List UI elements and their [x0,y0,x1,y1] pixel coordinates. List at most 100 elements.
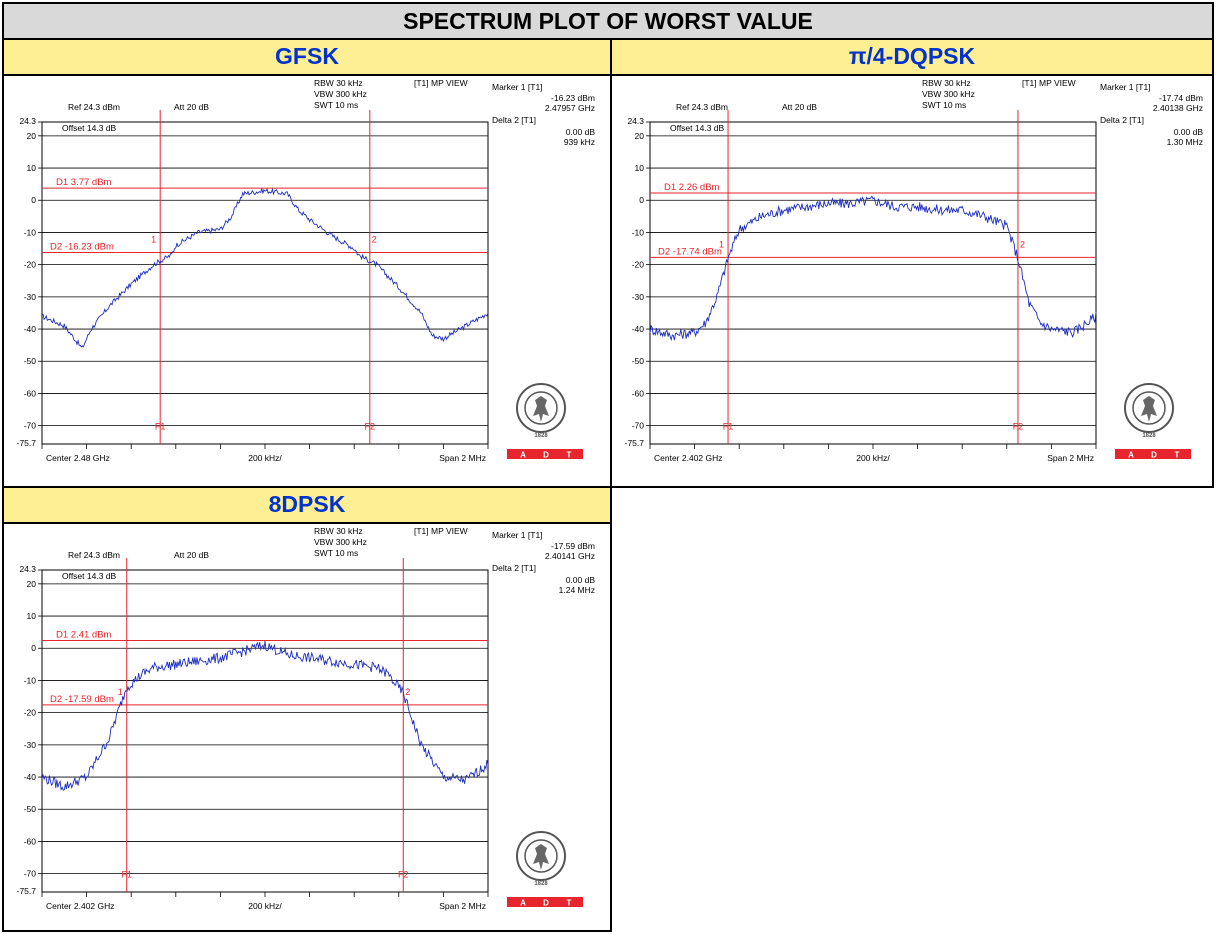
delta2-frequency: 1.24 MHz [559,585,595,595]
swt-label: SWT 10 ms [314,548,358,558]
panel-8dpsk: 8DPSK Ref 24.3 dBm Att 20 dB RBW 30 kHz VBW… [2,486,612,932]
delta2-frequency: 1.30 MHz [1167,137,1203,147]
d2-label: D2 -17.74 dBm [658,246,722,257]
marker1-label: Marker 1 [T1] [492,530,543,540]
y-top-label: 24.3 [19,564,36,574]
marker1-level: -17.74 dBm [1159,93,1203,103]
adt-letter: A [1128,451,1134,460]
delta2-level: 0.00 dB [566,575,596,585]
f1-label: F1 [155,422,166,432]
spectrum-trace [41,641,489,791]
d1-label: D1 2.26 dBm [664,182,720,193]
panel-gfsk: GFSK Ref 24.3 dBm Att 20 dB RBW 30 kHz VBW … [2,38,612,488]
y-tick-label: -10 [24,675,37,685]
rbw-label: RBW 30 kHz [314,526,363,536]
y-bottom-label: -75.7 [17,886,37,896]
adt-band [507,897,583,907]
attenuation-label: Att 20 dB [174,550,209,560]
panel-title: π/4-DQPSK [612,40,1212,76]
logo-year: 1828 [534,881,548,887]
logo-figure [533,844,549,870]
delta2-label: Delta 2 [T1] [1100,115,1144,125]
swt-label: SWT 10 ms [922,100,966,110]
d1-label: D1 2.41 dBm [56,629,112,640]
panel-dqpsk: π/4-DQPSK Ref 24.3 dBm Att 20 dB RBW 30 kH… [610,38,1214,488]
plot-area [41,569,489,893]
y-tick-label: -40 [632,324,645,334]
y-tick-label: -50 [632,356,645,366]
adt-letter: D [543,899,549,908]
ref-level-label: Ref 24.3 dBm [68,550,120,560]
delta2-level: 0.00 dB [566,127,596,137]
view-label: [T1] MP VIEW [414,78,468,88]
y-tick-label: 0 [31,643,36,653]
y-tick-label: -30 [632,292,645,302]
y-tick-label: 10 [635,163,645,173]
marker1-frequency: 2.40138 GHz [1153,103,1203,113]
y-tick-label: -60 [24,388,37,398]
center-frequency: Center 2.402 GHz [46,901,115,911]
d2-label: D2 -17.59 dBm [50,694,114,705]
y-tick-label: -50 [24,356,37,366]
f1-label: F1 [723,422,734,432]
offset-label: Offset 14.3 dB [62,123,117,133]
delta2-level: 0.00 dB [1174,127,1204,137]
y-tick-label: -20 [24,260,37,270]
y-tick-label: 0 [639,195,644,205]
offset-label: Offset 14.3 dB [62,571,117,581]
view-label: [T1] MP VIEW [1022,78,1076,88]
marker1-tag: 1 [118,687,123,697]
marker1-frequency: 2.47957 GHz [545,103,595,113]
y-tick-label: -50 [24,804,37,814]
y-tick-label: -60 [24,836,37,846]
y-top-label: 24.3 [627,116,644,126]
bureau-veritas-logo: 1828 A D T [507,831,583,908]
bureau-veritas-logo: 1828 A D T [507,383,583,460]
vbw-label: VBW 300 kHz [314,537,367,547]
page-title: SPECTRUM PLOT OF WORST VALUE [2,2,1214,40]
y-tick-label: -10 [632,227,645,237]
rbw-label: RBW 30 kHz [314,78,363,88]
y-tick-label: -10 [24,227,37,237]
marker2-tag: 2 [372,235,377,245]
adt-band [1115,449,1191,459]
y-tick-label: 10 [27,163,37,173]
logo-year: 1828 [534,433,548,439]
y-tick-label: -70 [24,869,37,879]
y-tick-label: -20 [24,708,37,718]
d1-label: D1 3.77 dBm [56,177,112,188]
y-tick-label: 20 [27,131,37,141]
y-top-label: 24.3 [19,116,36,126]
span-per-div: 200 kHz/ [248,901,282,911]
f2-label: F2 [1013,422,1024,432]
y-tick-label: -20 [632,260,645,270]
d2-label: D2 -16.23 dBm [50,242,114,253]
marker1-tag: 1 [719,239,724,249]
delta2-label: Delta 2 [T1] [492,563,536,573]
span-label: Span 2 MHz [439,901,486,911]
marker1-label: Marker 1 [T1] [1100,82,1151,92]
logo-figure [533,396,549,422]
y-bottom-label: -75.7 [17,438,37,448]
f1-label: F1 [121,870,132,880]
vbw-label: VBW 300 kHz [922,89,975,99]
y-tick-label: -30 [24,740,37,750]
marker1-level: -17.59 dBm [551,541,595,551]
delta2-label: Delta 2 [T1] [492,115,536,125]
plot-area [649,121,1097,445]
span-label: Span 2 MHz [439,453,486,463]
y-tick-label: -40 [24,324,37,334]
adt-letter: T [567,899,572,908]
y-tick-label: -70 [24,421,37,431]
plot-area [41,121,489,445]
span-per-div: 200 kHz/ [248,453,282,463]
logo-year: 1828 [1142,433,1156,439]
attenuation-label: Att 20 dB [782,102,817,112]
span-label: Span 2 MHz [1047,453,1094,463]
f2-label: F2 [365,422,376,432]
y-tick-label: -40 [24,772,37,782]
marker1-frequency: 2.40141 GHz [545,551,595,561]
marker1-level: -16.23 dBm [551,93,595,103]
